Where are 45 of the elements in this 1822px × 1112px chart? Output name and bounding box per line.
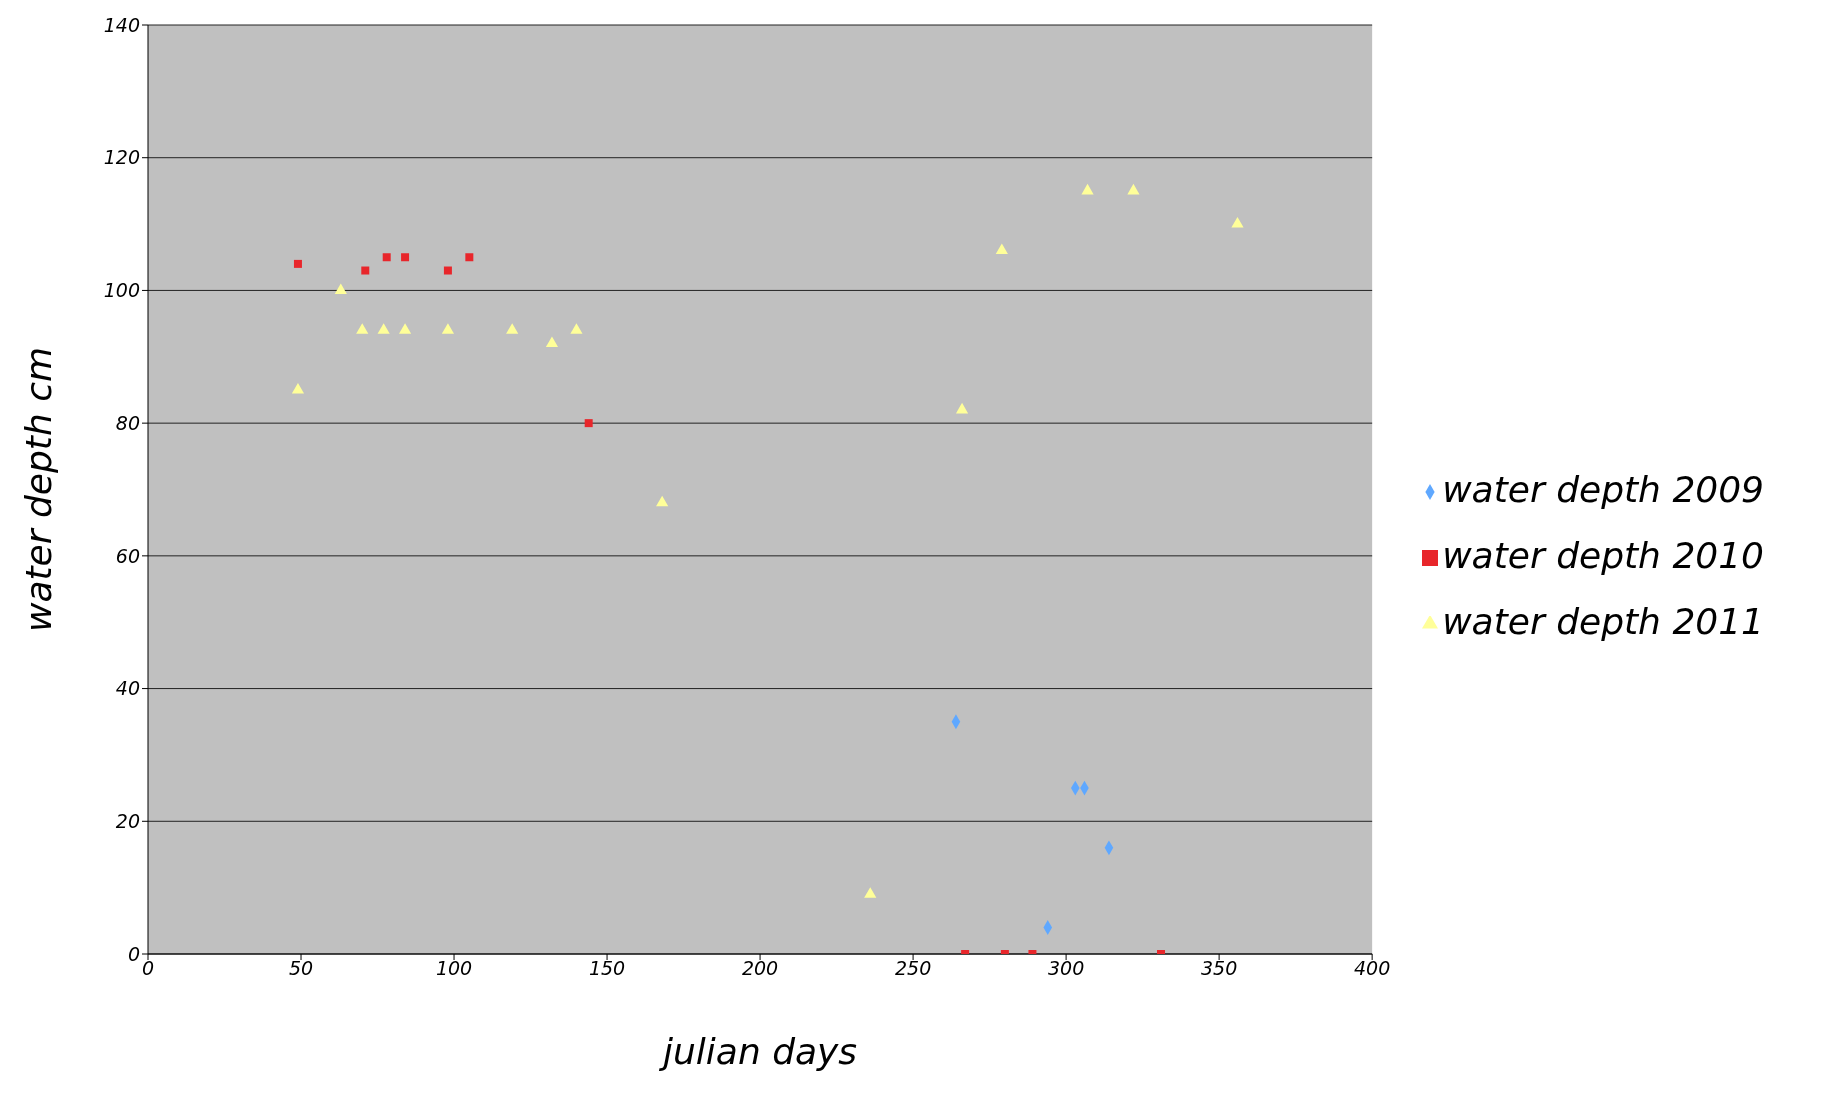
x-tick-label: 100 bbox=[435, 957, 473, 980]
point bbox=[656, 495, 669, 507]
y-tick-label: 80 bbox=[115, 411, 140, 434]
legend-label: water depth 2011 bbox=[1442, 601, 1764, 642]
x-tick-label: 300 bbox=[1047, 957, 1085, 980]
point bbox=[356, 323, 369, 334]
x-tick-label: 350 bbox=[1200, 957, 1238, 980]
point bbox=[291, 382, 305, 394]
point bbox=[570, 323, 583, 334]
x-tick-label: 250 bbox=[894, 957, 932, 980]
point bbox=[293, 259, 302, 268]
y-axis-title: water depth cm bbox=[17, 346, 59, 633]
point bbox=[401, 253, 410, 262]
y-tick-label: 60 bbox=[115, 544, 140, 567]
point bbox=[545, 336, 559, 348]
y-tick-label: 140 bbox=[103, 13, 140, 36]
point bbox=[443, 266, 452, 275]
point bbox=[584, 419, 593, 428]
point bbox=[1231, 217, 1244, 228]
x-tick-label: 400 bbox=[1354, 957, 1391, 980]
point bbox=[398, 323, 412, 334]
point bbox=[955, 402, 969, 414]
point bbox=[334, 283, 347, 294]
x-axis-title: julian days bbox=[658, 1031, 858, 1072]
point bbox=[506, 323, 519, 334]
point bbox=[465, 253, 474, 262]
y-tick-label: 100 bbox=[103, 279, 140, 302]
legend-label: water depth 2010 bbox=[1442, 535, 1764, 576]
legend-label: water depth 2009 bbox=[1442, 469, 1764, 510]
point bbox=[1081, 183, 1094, 195]
y-tick-label: 20 bbox=[115, 810, 140, 833]
point bbox=[995, 243, 1008, 255]
y-tick-label: 40 bbox=[115, 677, 140, 700]
y-tick-label: 0 bbox=[127, 942, 140, 965]
x-tick-label: 200 bbox=[741, 957, 779, 980]
point bbox=[382, 253, 391, 262]
point bbox=[1127, 183, 1140, 195]
point bbox=[361, 266, 370, 275]
y-tick-label: 120 bbox=[103, 146, 140, 169]
point bbox=[864, 887, 877, 898]
point bbox=[441, 323, 454, 334]
point bbox=[377, 323, 390, 334]
x-tick-label: 50 bbox=[288, 957, 314, 980]
x-tick-label: 0 bbox=[141, 957, 155, 980]
x-tick-label: 150 bbox=[588, 957, 626, 980]
